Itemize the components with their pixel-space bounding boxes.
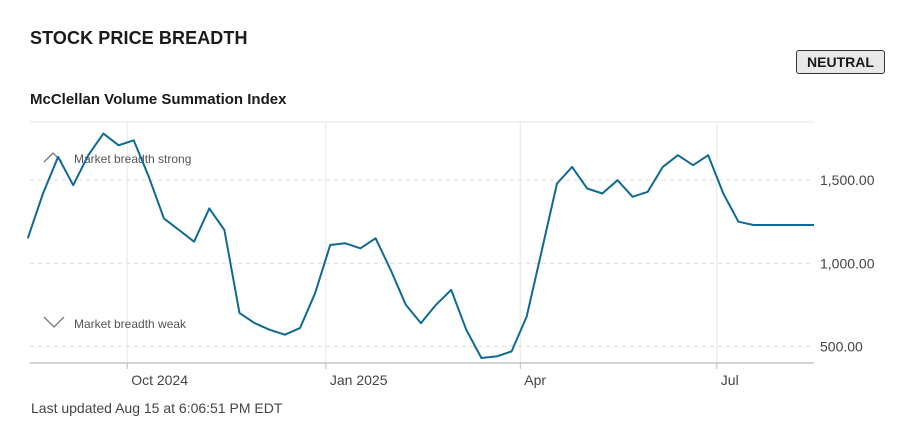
annotation-weak-label: Market breadth weak [74,317,187,331]
page-title: STOCK PRICE BREADTH [30,28,248,48]
x-tick-label: Jan 2025 [330,372,388,388]
annotation-strong-label: Market breadth strong [74,152,191,166]
status-badge: NEUTRAL [796,50,885,74]
series [26,132,814,359]
y-tick-label: 1,500.00 [820,172,875,188]
axes: 500.00 1,000.00 1,500.00 Oct 2024 Jan 2025 Ap… [30,172,875,388]
x-tick-label: Apr [524,372,546,388]
chart-title: McClellan Volume Summation Index [30,91,287,108]
series-line [26,132,814,359]
x-tick-label: Oct 2024 [131,372,188,388]
grid [30,121,814,363]
annotations: Market breadth strong Market breadth wea… [43,152,191,331]
chevron-down-icon [43,316,65,328]
last-updated-text: Last updated Aug 15 at 6:06:51 PM EDT [31,400,283,416]
y-tick-label: 500.00 [820,338,863,354]
y-tick-label: 1,000.00 [820,255,875,271]
x-tick-label: Jul [721,372,739,388]
